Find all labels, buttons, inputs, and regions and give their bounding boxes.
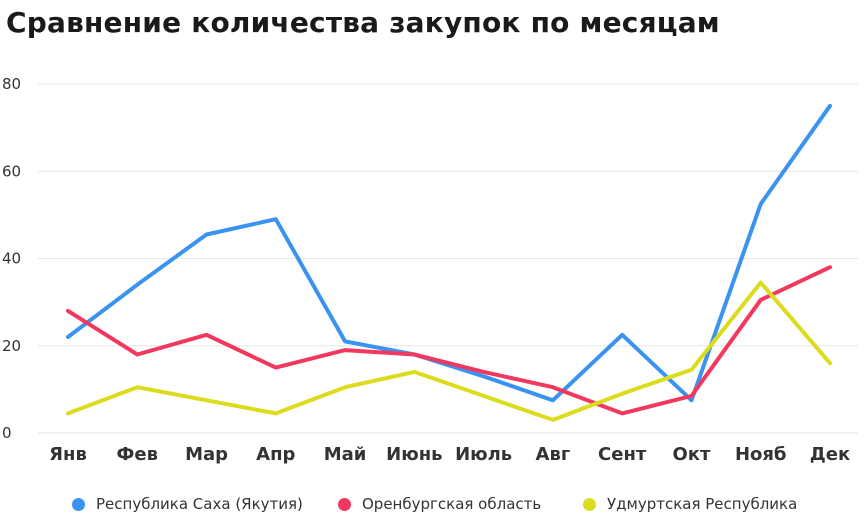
x-tick-label: Мар [185, 444, 228, 465]
x-tick-label: Окт [672, 444, 711, 465]
y-tick-label: 20 [2, 337, 21, 355]
x-tick-label: Фев [117, 444, 158, 465]
legend-marker [72, 497, 85, 511]
legend-marker [338, 497, 351, 511]
x-tick-label: Дек [810, 444, 850, 465]
y-tick-label: 80 [2, 75, 21, 93]
x-axis: Янв Фев Мар Апр Май Июнь Июль Авг Сент Окт Нояб Дек [49, 444, 850, 465]
legend-item-0: Республика Саха (Якутия) [72, 495, 303, 513]
legend-marker [583, 497, 596, 511]
chart-title: Сравнение количества закупок по месяцам [6, 6, 720, 39]
series-line-0 [66, 103, 832, 403]
x-tick-label: Янв [49, 444, 87, 465]
y-axis: 0 20 40 60 80 [2, 75, 21, 442]
gridlines [38, 83, 858, 434]
x-tick-label: Авг [536, 444, 571, 465]
legend-label: Республика Саха (Якутия) [96, 495, 303, 513]
y-tick-label: 0 [2, 424, 12, 442]
x-tick-label: Июнь [386, 444, 442, 465]
y-tick-label: 60 [2, 162, 21, 180]
series-line-1 [66, 265, 832, 416]
x-tick-label: Июль [455, 444, 512, 465]
legend-label: Оренбургская область [362, 495, 542, 513]
x-tick-label: Сент [598, 444, 647, 465]
y-tick-label: 40 [2, 250, 21, 268]
x-tick-label: Май [324, 444, 367, 465]
legend-item-2: Удмуртская Республика [583, 495, 797, 513]
series-line-2 [66, 280, 832, 422]
x-tick-label: Нояб [735, 444, 787, 465]
series-lines [66, 103, 832, 422]
x-tick-label: Апр [256, 444, 295, 465]
legend-item-1: Оренбургская область [338, 495, 541, 513]
legend-label: Удмуртская Республика [607, 495, 798, 513]
